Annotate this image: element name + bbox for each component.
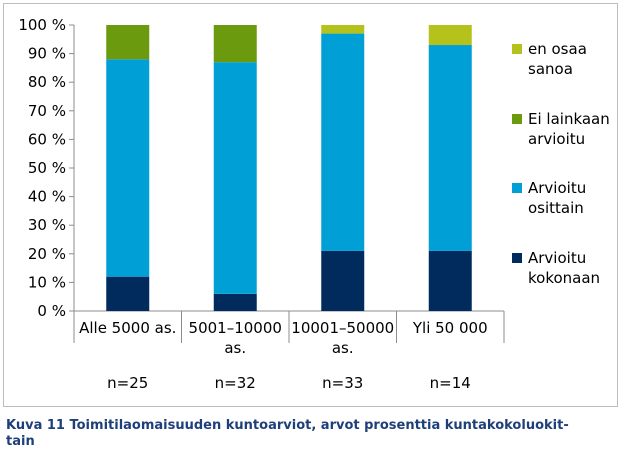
y-tick-label: 100 % bbox=[18, 16, 66, 34]
y-tick-label: 90 % bbox=[28, 45, 66, 63]
y-tick-label: 60 % bbox=[28, 130, 66, 148]
legend-label: en osaa bbox=[528, 40, 587, 58]
legend-label: osittain bbox=[528, 199, 584, 217]
legend-label: Ei lainkaan bbox=[528, 110, 610, 128]
sample-size-label: n=33 bbox=[322, 374, 363, 392]
bar-segment bbox=[321, 25, 365, 34]
bar-segment bbox=[428, 45, 472, 251]
x-category-label: as. bbox=[224, 339, 246, 357]
y-tick-label: 70 % bbox=[28, 102, 66, 120]
y-tick-label: 50 % bbox=[28, 159, 66, 177]
y-tick-label: 0 % bbox=[37, 302, 66, 320]
stacked-bar-chart: 0 % 10 % 20 % 30 % 40 % 50 % 60 % 70 % 80 % 90 % 1… bbox=[18, 16, 610, 392]
bar-segment bbox=[321, 33, 365, 251]
y-tick-label: 80 % bbox=[28, 73, 66, 91]
y-tick-label: 20 % bbox=[28, 245, 66, 263]
x-category-label: as. bbox=[332, 339, 354, 357]
y-tick-label: 30 % bbox=[28, 216, 66, 234]
legend-label: arvioitu bbox=[528, 130, 585, 148]
bar-segment bbox=[106, 276, 150, 311]
bar-segment bbox=[428, 250, 472, 311]
legend-swatch bbox=[512, 183, 522, 193]
caption-line-1: Kuva 11 Toimitilaomaisuuden kuntoarviot,… bbox=[6, 418, 569, 433]
sample-size-label: n=32 bbox=[215, 374, 256, 392]
bar-segment bbox=[213, 62, 257, 294]
figure-caption: Kuva 11 Toimitilaomaisuuden kuntoarviot,… bbox=[6, 418, 618, 450]
sample-size-label: n=25 bbox=[107, 374, 148, 392]
y-tick-label: 40 % bbox=[28, 188, 66, 206]
chart-frame bbox=[3, 3, 618, 407]
legend-label: kokonaan bbox=[528, 269, 600, 287]
legend-swatch bbox=[512, 114, 522, 124]
bar-segment bbox=[213, 293, 257, 311]
sample-size-label: n=14 bbox=[430, 374, 471, 392]
x-category-label: 5001–10000 bbox=[189, 319, 282, 337]
legend-swatch bbox=[512, 44, 522, 54]
x-category-label: Yli 50 000 bbox=[412, 319, 488, 337]
x-category-label: Alle 5000 as. bbox=[79, 319, 176, 337]
bar-segment bbox=[106, 25, 150, 60]
legend-label: Arvioitu bbox=[528, 179, 586, 197]
y-tick-label: 10 % bbox=[28, 273, 66, 291]
legend-label: sanoa bbox=[528, 60, 573, 78]
bar-segment bbox=[106, 59, 150, 277]
x-category-label: 10001–50000 bbox=[291, 319, 394, 337]
bar-segment bbox=[213, 25, 257, 63]
bar-segment bbox=[321, 250, 365, 311]
legend-label: Arvioitu bbox=[528, 249, 586, 267]
caption-line-2: tain bbox=[6, 434, 35, 449]
bar-segment bbox=[428, 25, 472, 46]
legend-swatch bbox=[512, 253, 522, 263]
